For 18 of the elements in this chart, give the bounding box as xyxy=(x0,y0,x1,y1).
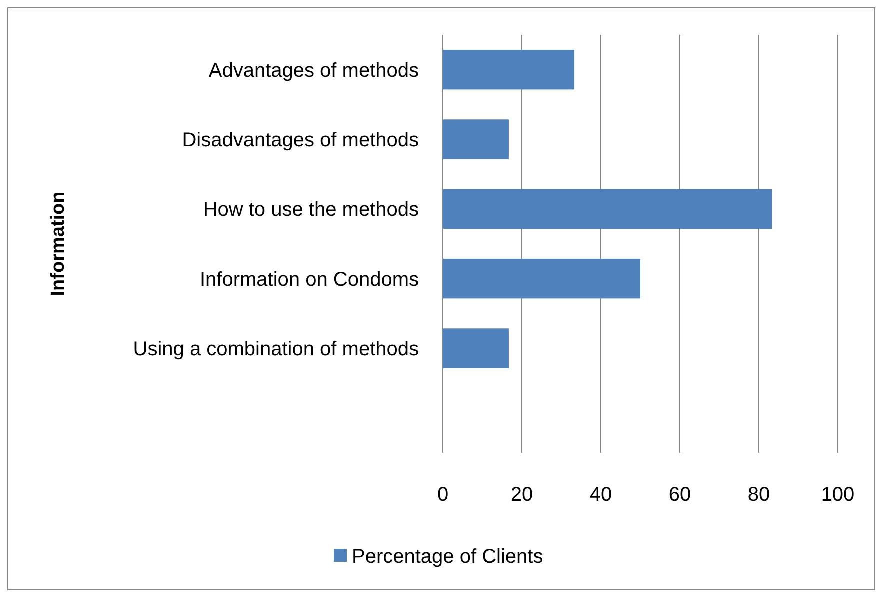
bar xyxy=(443,258,640,299)
x-tick-label: 80 xyxy=(748,484,770,506)
y-tick-label: Using a combination of methods xyxy=(133,338,419,360)
x-tick-label: 40 xyxy=(590,484,612,506)
bar xyxy=(443,328,509,368)
x-tick-label: 20 xyxy=(510,484,534,506)
x-tick-label: 0 xyxy=(437,484,449,506)
y-tick-label: Advantages of methods xyxy=(208,60,419,82)
x-tick-label: 100 xyxy=(821,484,855,506)
y-tick-label: Information on Condoms xyxy=(200,268,419,291)
legend-label: Percentage of Clients xyxy=(352,546,544,568)
bar xyxy=(443,189,772,230)
y-axis-title: Information xyxy=(48,192,69,296)
x-tick-label: 60 xyxy=(668,484,692,506)
y-tick-label: How to use the methods xyxy=(203,199,419,222)
bar xyxy=(443,50,575,90)
bar xyxy=(443,120,509,160)
y-tick-label: Disadvantages of methods xyxy=(182,130,419,152)
